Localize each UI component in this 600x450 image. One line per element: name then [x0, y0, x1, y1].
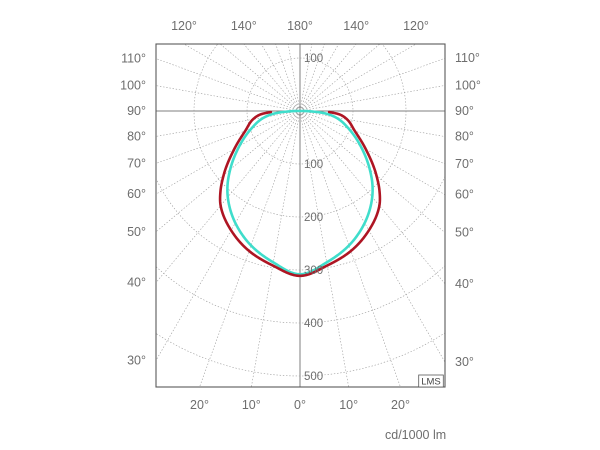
svg-text:140°: 140° — [231, 19, 257, 33]
svg-text:100: 100 — [304, 159, 323, 171]
svg-text:100°: 100° — [120, 79, 146, 93]
svg-text:100°: 100° — [455, 78, 481, 92]
svg-text:40°: 40° — [455, 277, 474, 291]
svg-text:120°: 120° — [171, 19, 197, 33]
svg-text:80°: 80° — [455, 130, 474, 144]
svg-text:200: 200 — [304, 212, 323, 224]
svg-text:60°: 60° — [455, 188, 474, 202]
svg-text:30°: 30° — [455, 355, 474, 369]
svg-text:40°: 40° — [127, 276, 146, 290]
svg-text:30°: 30° — [127, 353, 146, 367]
svg-text:120°: 120° — [403, 19, 429, 33]
svg-text:0°: 0° — [294, 398, 306, 412]
svg-text:90°: 90° — [455, 104, 474, 118]
svg-text:500: 500 — [304, 371, 323, 383]
svg-text:20°: 20° — [391, 398, 410, 412]
svg-text:LMS: LMS — [421, 376, 441, 387]
svg-text:80°: 80° — [127, 129, 146, 143]
svg-text:110°: 110° — [121, 52, 146, 66]
svg-text:10°: 10° — [242, 398, 261, 412]
svg-text:90°: 90° — [127, 104, 146, 118]
svg-text:50°: 50° — [455, 226, 474, 240]
svg-text:70°: 70° — [455, 157, 474, 171]
svg-text:60°: 60° — [127, 187, 146, 201]
svg-text:400: 400 — [304, 318, 323, 330]
svg-text:20°: 20° — [190, 398, 209, 412]
svg-text:140°: 140° — [343, 19, 369, 33]
svg-text:100: 100 — [304, 53, 323, 65]
svg-text:10°: 10° — [339, 398, 358, 412]
svg-text:70°: 70° — [127, 156, 146, 170]
svg-text:300: 300 — [304, 265, 323, 277]
svg-text:50°: 50° — [127, 225, 146, 239]
svg-text:180°: 180° — [287, 19, 313, 33]
svg-text:110°: 110° — [455, 51, 480, 65]
